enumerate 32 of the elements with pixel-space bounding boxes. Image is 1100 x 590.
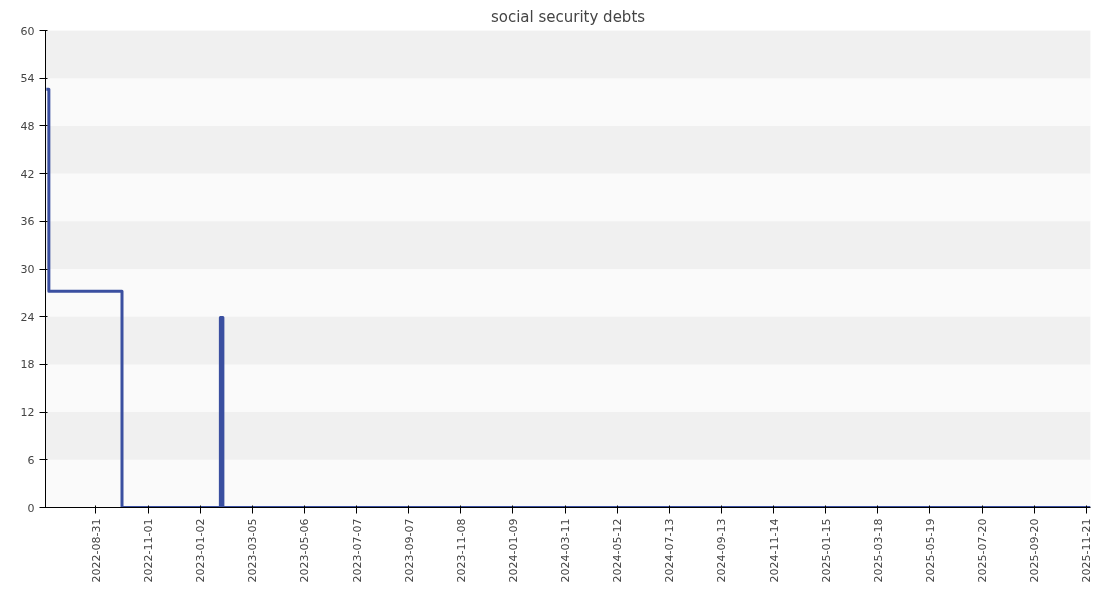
x-tick-label: 2023-05-06 bbox=[298, 518, 312, 583]
x-tick-label: 2023-09-07 bbox=[402, 518, 416, 583]
y-tick-label: 60 bbox=[20, 24, 35, 38]
y-tick-label: 42 bbox=[20, 167, 35, 181]
y-tick-label: 54 bbox=[20, 72, 35, 86]
y-tick-label: 30 bbox=[20, 263, 35, 276]
x-tick-label: 2024-09-13 bbox=[715, 518, 729, 583]
y-tick-label: 24 bbox=[20, 310, 35, 324]
y-tick-label: 0 bbox=[27, 501, 35, 515]
x-tick-label: 2024-11-14 bbox=[767, 518, 781, 583]
x-tick-label: 2024-01-09 bbox=[506, 518, 520, 583]
y-tick-label: 48 bbox=[20, 119, 35, 133]
x-tick-label: 2023-11-08 bbox=[454, 518, 468, 583]
x-tick-label: 2023-03-05 bbox=[246, 518, 260, 583]
y-tick-label: 18 bbox=[20, 358, 35, 372]
x-tick-label: 2023-01-02 bbox=[194, 518, 208, 583]
chart-title: social security debts bbox=[490, 7, 646, 26]
x-tick-label: 2022-08-31 bbox=[89, 518, 103, 583]
y-tick-label: 36 bbox=[20, 215, 35, 229]
x-tick-label: 2025-03-18 bbox=[871, 518, 885, 583]
x-tick-label: 2023-07-07 bbox=[350, 518, 364, 583]
x-tick-label: 2024-03-11 bbox=[559, 518, 573, 583]
x-tick-label: 2024-05-12 bbox=[611, 518, 625, 583]
x-tick-label: 2025-01-15 bbox=[819, 518, 833, 583]
x-tick-label: 2025-11-21 bbox=[1080, 518, 1094, 583]
x-tick-label: 2022-11-01 bbox=[142, 518, 156, 583]
x-tick-label: 2025-07-20 bbox=[976, 518, 990, 583]
y-tick-label: 6 bbox=[27, 453, 35, 467]
x-tick-label: 2025-05-19 bbox=[923, 518, 937, 583]
x-tick-label: 2025-09-20 bbox=[1028, 518, 1042, 583]
y-tick-label: 12 bbox=[20, 406, 35, 420]
x-tick-label: 2024-07-13 bbox=[663, 518, 677, 583]
